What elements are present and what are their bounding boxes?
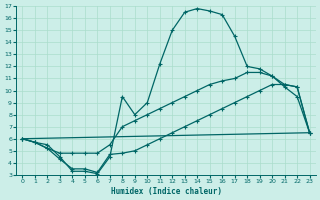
- X-axis label: Humidex (Indice chaleur): Humidex (Indice chaleur): [110, 187, 221, 196]
